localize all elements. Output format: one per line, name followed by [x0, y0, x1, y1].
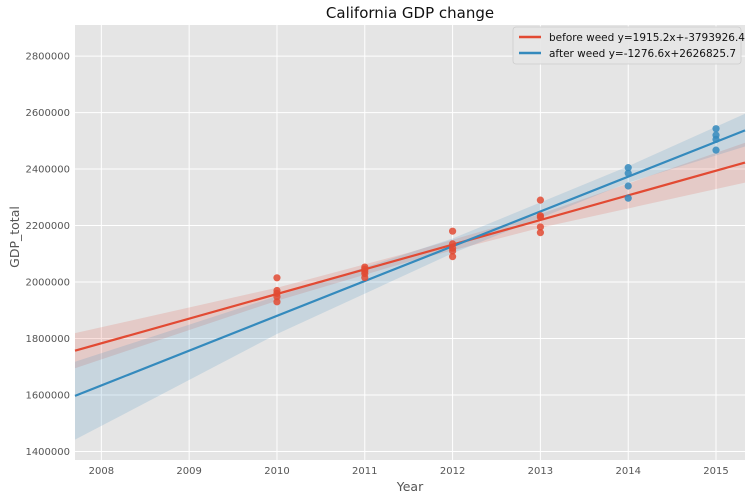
grid-lines [75, 25, 745, 460]
y-tick-label: 1800000 [25, 334, 70, 345]
data-point-before-weed [448, 247, 457, 255]
y-tick-label: 2200000 [25, 221, 70, 232]
data-point-after-weed [624, 194, 632, 202]
data-point-after-weed [624, 164, 632, 172]
x-tick-label: 2015 [703, 466, 728, 477]
data-point-after-weed [712, 125, 720, 133]
legend-label-after-weed: after weed y=-1276.6x+2626825.7 [549, 48, 736, 60]
x-tick-label: 2013 [528, 466, 553, 477]
x-axis-label: Year [396, 479, 424, 494]
x-tick-label: 2008 [89, 466, 114, 477]
legend-box [512, 26, 742, 65]
data-point-after-weed [712, 135, 720, 143]
data-point-before-weed [536, 223, 544, 231]
y-axis-label: GDP_total [7, 206, 22, 268]
x-tick-label: 2012 [440, 466, 465, 477]
y-tick-label: 2800000 [25, 52, 70, 63]
tick-labels: 2008 2009 2010 2011 2012 2013 2014 2015 1400000 1… [25, 52, 728, 477]
data-point-after-weed [712, 146, 720, 154]
data-point-after-weed [624, 169, 632, 177]
data-point-after-weed [624, 182, 632, 190]
confidence-band-after-weed [75, 113, 745, 440]
x-tick-label: 2010 [264, 466, 289, 477]
x-tick-label: 2011 [352, 466, 377, 477]
y-tick-label: 1600000 [25, 391, 70, 402]
chart-title: California GDP change [326, 4, 494, 22]
legend-label-before-weed: before weed y=1915.2x+-3793926.4 [549, 32, 745, 44]
fit-lines [74, 129, 746, 397]
data-point-before-weed [536, 196, 544, 204]
fit-line-after-weed [74, 129, 746, 397]
data-point-before-weed [536, 229, 544, 237]
data-point-before-weed [273, 298, 281, 306]
data-points [273, 125, 720, 306]
fit-line-before-weed [74, 161, 746, 352]
legend: before weed y=1915.2x+-3793926.4 after w… [512, 26, 745, 65]
y-tick-label: 2600000 [25, 108, 70, 119]
data-point-before-weed [448, 227, 457, 235]
x-tick-label: 2014 [615, 466, 640, 477]
y-tick-label: 2400000 [25, 165, 70, 176]
data-point-before-weed [273, 293, 281, 301]
data-point-before-weed [536, 213, 544, 221]
data-point-before-weed [361, 273, 369, 282]
data-point-before-weed [448, 253, 457, 261]
x-tick-label: 2009 [176, 466, 201, 477]
y-tick-label: 2000000 [25, 278, 70, 289]
data-point-before-weed [273, 274, 281, 282]
y-tick-label: 1400000 [25, 447, 70, 458]
plot-background [75, 25, 745, 460]
